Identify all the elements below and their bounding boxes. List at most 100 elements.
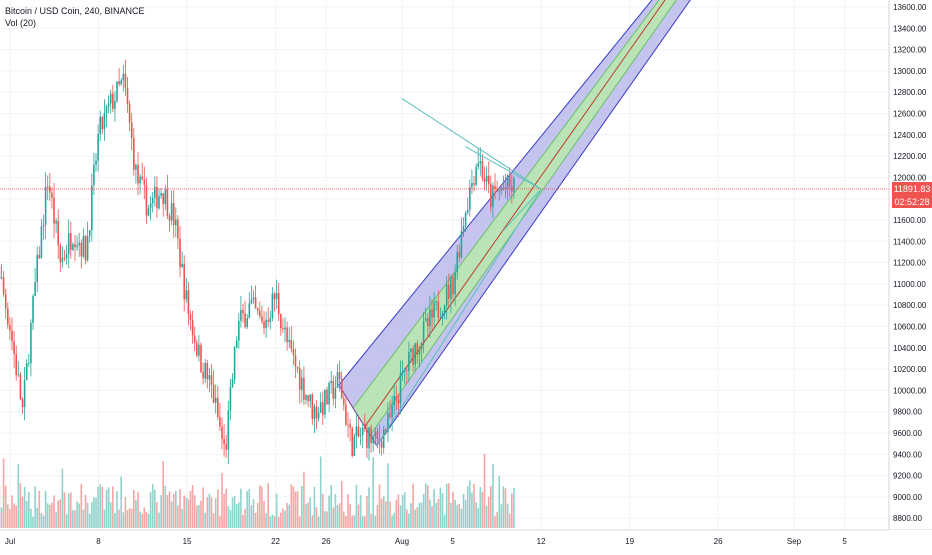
volume-bar [219,516,221,528]
volume-bar [265,513,267,528]
volume-bar [112,486,114,528]
candle-body [211,375,213,385]
candle-body [177,219,179,238]
candle-body [173,203,175,225]
volume-bar [267,483,269,528]
candle-body [3,277,5,294]
volume-bar [20,483,22,528]
candle-body [62,258,64,262]
candle-body [200,345,202,372]
volume-bar [55,512,57,528]
candle-body [505,188,507,189]
volume-bar [81,484,83,528]
volume-bar [135,500,137,528]
volume-bar [76,501,78,528]
volume-bar [49,505,51,528]
price-tick-label: 11200.00 [893,259,926,268]
candle-body [131,122,133,138]
volume-bar [97,487,99,528]
candle-body [324,390,326,415]
volume-bar [370,514,372,528]
candle-body [234,347,236,379]
candle-body [372,436,374,443]
volume-bar [106,490,108,528]
volume-bar [255,513,257,528]
volume-bar [307,503,309,528]
volume-bar [387,463,389,528]
volume-bar [217,489,219,528]
candle-body [333,381,335,399]
candle-body [454,272,456,294]
candle-body [7,309,9,325]
volume-bar [242,515,244,528]
volume-bar [45,491,47,528]
price-tick-label: 13400.00 [893,24,927,33]
volume-bar [53,495,55,528]
candle-body [354,436,356,456]
volume-bar [207,497,209,528]
candle-body [503,188,505,189]
volume-bar [379,484,381,528]
volume-bar [475,502,477,528]
candle-body [467,210,469,213]
time-tick-label: 5 [842,537,847,546]
volume-bar [509,514,511,528]
candle-body [49,186,51,192]
volume-bar [486,506,488,528]
candle-body [213,385,215,403]
candle-body [45,187,47,225]
volume-bar [272,514,274,528]
time-tick-label: 26 [322,537,331,546]
volume-bar [503,486,505,528]
volume-bar [286,503,288,528]
volume-bar [70,492,72,528]
volume-bar [225,489,227,528]
volume-bar [89,514,91,528]
candle-body [305,395,307,400]
volume-bar [303,472,305,528]
volume-bar [372,457,374,528]
candle-body [276,293,278,299]
candle-body [274,294,276,299]
volume-bar [419,503,421,528]
candle-body [215,398,217,403]
volume-bar [66,514,68,528]
candle-body [30,323,32,363]
price-tick-label: 10600.00 [893,323,927,332]
volume-bar [102,487,104,528]
candle-body [362,428,364,435]
candle-body [194,335,196,342]
price-tick-label: 12000.00 [893,173,927,182]
candle-body [444,305,446,313]
candle-body [408,352,410,371]
candle-body [364,428,366,429]
candle-body [461,231,463,257]
volume-bar [356,485,358,528]
volume-bar [64,492,66,528]
symbol-title[interactable]: Bitcoin / USD Coin, 240, BINANCE [5,5,145,17]
volume-bar [253,499,255,528]
candle-body [475,167,477,185]
volume-indicator-title[interactable]: Vol (20) [5,17,145,29]
candle-body [39,255,41,258]
volume-bar [412,483,414,528]
volume-bar [1,508,3,528]
volume-bar [421,503,423,528]
chart-legend[interactable]: Bitcoin / USD Coin, 240, BINANCE Vol (20… [5,5,145,29]
volume-bar [190,491,192,528]
candle-body [108,103,110,106]
candle-body [32,296,34,323]
volume-bar [456,505,458,528]
volume-bar [433,489,435,528]
candle-body [410,348,412,352]
volume-bar [85,495,87,528]
candle-body [156,187,158,208]
candle-body [28,363,30,364]
candle-body [253,297,255,299]
candle-body [85,236,87,260]
volume-bar [469,481,471,528]
candle-body [498,191,500,192]
volume-bar [270,516,272,528]
price-tick-label: 10000.00 [893,386,927,395]
